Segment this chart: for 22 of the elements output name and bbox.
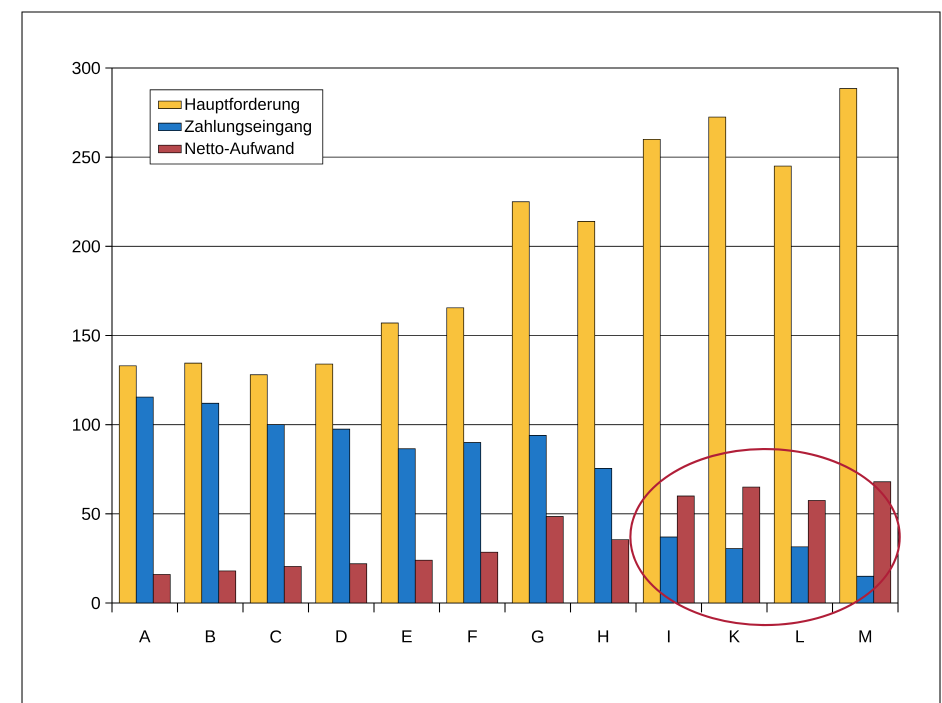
y-tick-label: 0: [92, 596, 100, 610]
y-tick-label: 200: [72, 240, 100, 252]
legend-label: Netto-Aufwand: [186, 142, 294, 154]
x-tick-label: M: [859, 630, 872, 642]
x-tick-label: L: [796, 630, 804, 642]
x-tick-label: D: [336, 630, 347, 642]
x-tick-label: G: [532, 630, 544, 643]
legend-label: Hauptforderung: [186, 98, 299, 114]
x-tick-label: K: [730, 630, 740, 642]
x-tick-label: C: [270, 630, 282, 643]
legend-label: Zahlungseingang: [184, 120, 312, 136]
x-tick-label: E: [402, 630, 412, 642]
y-tick-label: 100: [73, 418, 100, 431]
y-tick-label: 250: [72, 151, 100, 164]
y-tick-label: 300: [72, 62, 100, 74]
y-tick-label: 50: [82, 508, 100, 520]
x-tick-label: F: [468, 630, 477, 642]
x-tick-label: B: [206, 630, 216, 642]
x-tick-label: H: [598, 630, 608, 642]
y-tick-label: 150: [73, 329, 100, 342]
x-tick-label: I: [668, 630, 670, 642]
x-tick-label: A: [139, 630, 150, 642]
